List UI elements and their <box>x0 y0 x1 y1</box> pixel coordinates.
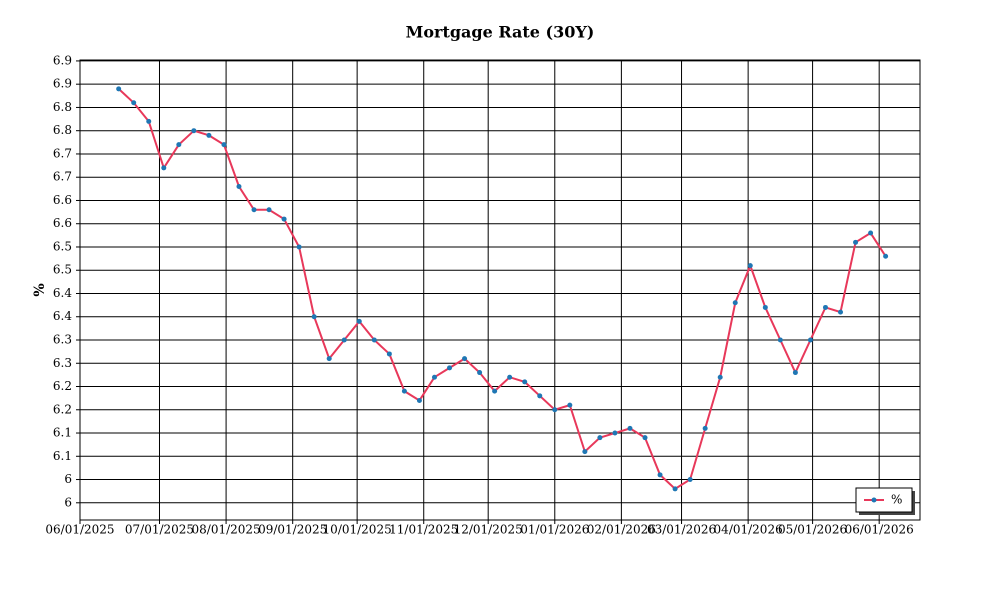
x-tick-label: 02/01/2026 <box>587 523 656 537</box>
y-tick-label: 6.6 <box>53 193 72 207</box>
data-point <box>401 388 407 394</box>
x-tick-label: 10/01/2025 <box>323 523 392 537</box>
data-point <box>687 477 693 483</box>
data-point <box>627 425 633 431</box>
data-point <box>206 132 212 138</box>
data-point <box>161 165 167 171</box>
data-point <box>883 253 889 259</box>
data-point <box>702 425 708 431</box>
y-tick-label: 6.1 <box>53 426 72 440</box>
data-point <box>221 142 227 148</box>
y-axis-label: % <box>32 283 48 296</box>
data-point <box>838 309 844 315</box>
data-point <box>522 379 528 385</box>
x-tick-label: 06/01/2025 <box>45 523 114 537</box>
data-point <box>807 337 813 343</box>
x-tick-label: 05/01/2026 <box>778 523 847 537</box>
data-point <box>296 244 302 250</box>
data-point <box>416 397 422 403</box>
data-point <box>371 337 377 343</box>
y-tick-label: 6.8 <box>53 100 72 114</box>
data-point <box>762 304 768 310</box>
x-tick-label: 08/01/2025 <box>192 523 261 537</box>
data-point <box>492 388 498 394</box>
data-point <box>822 304 828 310</box>
y-tick-label: 6.8 <box>53 123 72 137</box>
data-point <box>552 407 558 413</box>
y-tick-label: 6.2 <box>53 402 72 416</box>
x-tick-label: 01/01/2026 <box>520 523 589 537</box>
data-point <box>777 337 783 343</box>
x-tick-label: 06/01/2026 <box>845 523 914 537</box>
y-tick-label: 6.5 <box>53 263 72 277</box>
data-point <box>868 230 874 236</box>
data-point <box>642 435 648 441</box>
x-tick-label: 04/01/2026 <box>714 523 783 537</box>
x-tick-label: 12/01/2025 <box>454 523 523 537</box>
data-point <box>537 393 543 399</box>
y-tick-label: 6 <box>64 495 72 509</box>
data-point <box>431 374 437 380</box>
data-point <box>462 356 468 362</box>
x-tick-label: 11/01/2025 <box>389 523 458 537</box>
data-point <box>386 351 392 357</box>
data-point <box>567 402 573 408</box>
data-point <box>236 184 242 190</box>
y-tick-label: 6.7 <box>53 170 72 184</box>
x-tick-label: 09/01/2025 <box>258 523 327 537</box>
y-tick-label: 6.2 <box>53 379 72 393</box>
y-tick-label: 6.3 <box>53 333 72 347</box>
data-point <box>672 486 678 492</box>
x-tick-label: 07/01/2025 <box>125 523 194 537</box>
legend-marker <box>871 497 877 503</box>
data-point <box>116 86 122 92</box>
y-tick-label: 6.9 <box>53 53 72 67</box>
data-point <box>747 263 753 269</box>
data-point <box>717 374 723 380</box>
data-point <box>792 370 798 376</box>
data-point <box>311 314 317 320</box>
y-tick-label: 6.1 <box>53 449 72 463</box>
chart-title: Mortgage Rate (30Y) <box>406 23 595 42</box>
data-point <box>612 430 618 436</box>
data-point <box>326 356 332 362</box>
data-point <box>191 128 197 134</box>
legend-label: % <box>891 493 902 507</box>
legend: % <box>855 487 915 515</box>
data-point <box>266 207 272 213</box>
data-point <box>507 374 513 380</box>
y-tick-label: 6.4 <box>53 286 72 300</box>
data-point <box>447 365 453 371</box>
y-tick-label: 6.5 <box>53 239 72 253</box>
x-tick-label: 03/01/2026 <box>647 523 716 537</box>
data-point <box>732 300 738 306</box>
data-point <box>281 216 287 222</box>
data-point <box>356 318 362 324</box>
data-point <box>131 100 137 106</box>
data-point <box>146 118 152 124</box>
data-point <box>582 449 588 455</box>
y-tick-label: 6.3 <box>53 356 72 370</box>
data-point <box>251 207 257 213</box>
data-point <box>341 337 347 343</box>
data-point <box>597 435 603 441</box>
y-tick-label: 6.4 <box>53 309 72 323</box>
data-line <box>117 88 887 491</box>
y-tick-label: 6.9 <box>53 77 72 91</box>
y-tick-label: 6.7 <box>53 146 72 160</box>
y-tick-label: 6 <box>64 472 72 486</box>
y-tick-label: 6.6 <box>53 216 72 230</box>
data-point <box>853 239 859 245</box>
data-point <box>176 142 182 148</box>
data-point <box>477 370 483 376</box>
plot-frame <box>79 59 921 521</box>
data-point <box>657 472 663 478</box>
